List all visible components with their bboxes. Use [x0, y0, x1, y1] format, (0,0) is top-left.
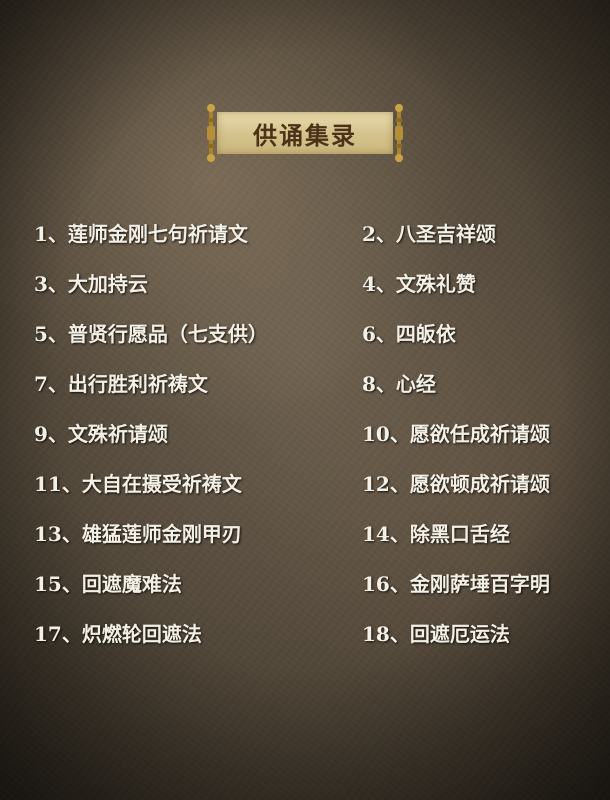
list-item[interactable]: 13、雄猛莲师金刚甲刃: [34, 522, 242, 546]
list-item[interactable]: 5、普贤行愿品（七支供）: [34, 322, 268, 346]
list-item[interactable]: 15、回遮魔难法: [34, 572, 182, 596]
scroll-rod-right-icon: [395, 104, 403, 162]
list-item[interactable]: 9、文殊祈请颂: [34, 422, 168, 446]
page-title: 供诵集录: [253, 120, 357, 150]
list-item[interactable]: 18、回遮厄运法: [362, 622, 510, 646]
scroll-paper: 供诵集录: [217, 112, 393, 154]
list-item[interactable]: 12、愿欲顿成祈请颂: [362, 472, 550, 496]
list-item[interactable]: 8、心经: [362, 372, 436, 396]
list-item[interactable]: 2、八圣吉祥颂: [362, 222, 496, 246]
list-item[interactable]: 6、四皈依: [362, 322, 456, 346]
scroll-rod-left-icon: [207, 104, 215, 162]
list-item[interactable]: 1、莲师金刚七句祈请文: [34, 222, 248, 246]
list-item[interactable]: 11、大自在摄受祈祷文: [34, 472, 242, 496]
list-item[interactable]: 14、除黑口舌经: [362, 522, 510, 546]
list-item[interactable]: 17、炽燃轮回遮法: [34, 622, 202, 646]
list-item[interactable]: 4、文殊礼赞: [362, 272, 476, 296]
title-scroll: 供诵集录: [205, 104, 405, 162]
list-item[interactable]: 16、金刚萨埵百字明: [362, 572, 550, 596]
list-item[interactable]: 10、愿欲任成祈请颂: [362, 422, 550, 446]
list-item[interactable]: 3、大加持云: [34, 272, 148, 296]
list-item[interactable]: 7、出行胜利祈祷文: [34, 372, 208, 396]
